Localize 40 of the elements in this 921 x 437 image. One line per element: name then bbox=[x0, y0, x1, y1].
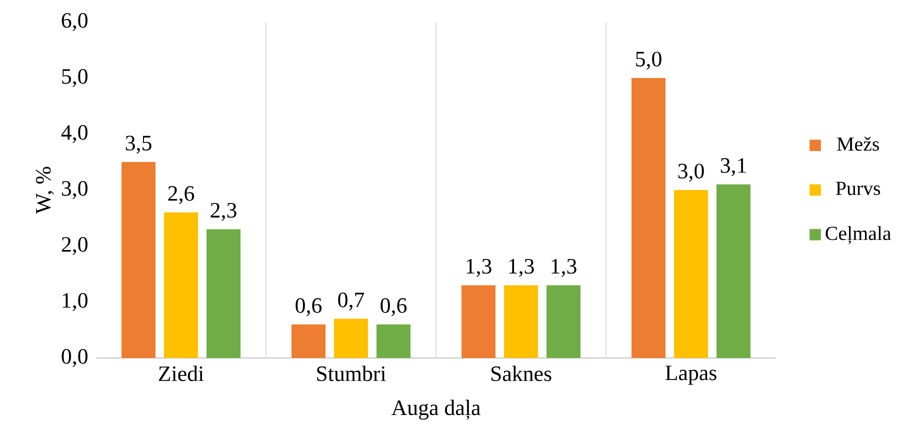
bar bbox=[122, 162, 156, 358]
data-label: 3,1 bbox=[720, 158, 746, 176]
data-label: 0,6 bbox=[296, 298, 322, 316]
data-label: 1,3 bbox=[466, 258, 492, 277]
legend-label: Ceļmala bbox=[826, 226, 892, 244]
data-label: 2,6 bbox=[168, 186, 194, 204]
bar bbox=[716, 184, 751, 358]
x-axis-title: Auga daļa bbox=[392, 400, 480, 420]
y-axis-title: W, % bbox=[36, 166, 54, 214]
bar bbox=[462, 285, 496, 358]
data-label: 3,0 bbox=[678, 164, 704, 182]
bar bbox=[376, 324, 411, 358]
bar bbox=[292, 324, 326, 358]
bar bbox=[334, 318, 368, 358]
legend-label: Mežs bbox=[837, 136, 879, 151]
bar bbox=[164, 212, 198, 358]
data-label: 3,5 bbox=[126, 136, 152, 154]
y-tick-label: 5,0 bbox=[62, 69, 88, 87]
bar bbox=[546, 285, 581, 358]
data-label: 0,7 bbox=[338, 292, 364, 310]
y-tick-label: 0,0 bbox=[62, 349, 88, 367]
data-label: 1,3 bbox=[509, 258, 534, 277]
data-label: 5,0 bbox=[636, 52, 662, 70]
x-tick-label: Stumbri bbox=[317, 366, 386, 382]
x-tick-label: Lapas bbox=[665, 366, 716, 385]
bar bbox=[632, 78, 666, 358]
data-label: 1,3 bbox=[552, 258, 576, 277]
legend-label: Purvs bbox=[836, 182, 880, 196]
data-label: 0,6 bbox=[380, 298, 407, 316]
y-tick-label: 2,0 bbox=[62, 237, 88, 255]
y-tick-label: 6,0 bbox=[62, 13, 88, 31]
y-tick-label: 3,0 bbox=[62, 181, 88, 199]
y-tick-label: 1,0 bbox=[62, 293, 88, 311]
y-tick-label: 4,0 bbox=[61, 125, 88, 143]
bar bbox=[206, 229, 241, 358]
x-tick-label: Saknes bbox=[491, 366, 552, 382]
data-label: 2,3 bbox=[210, 202, 236, 221]
x-tick-label: Ziedi bbox=[158, 366, 204, 382]
bar bbox=[504, 285, 538, 358]
bar bbox=[674, 190, 708, 358]
